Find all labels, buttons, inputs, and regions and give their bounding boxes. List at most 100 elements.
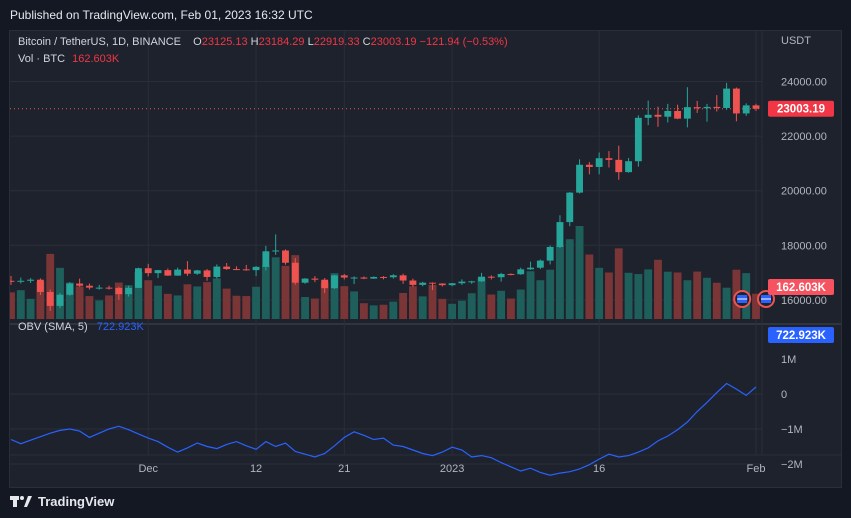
- volume-bar: [438, 298, 447, 319]
- volume-bar: [340, 286, 349, 319]
- chart-frame[interactable]: 24000.00 22000.00 20000.00 18000.00 16000.00…: [9, 30, 842, 488]
- obv-badge-text: 722.923K: [776, 330, 827, 342]
- volume-bar: [173, 295, 182, 319]
- candle-body: [448, 283, 456, 286]
- volume-bar: [252, 286, 260, 319]
- obv-badge-bg: [768, 327, 834, 343]
- candle-body: [115, 287, 123, 295]
- price-badges: 23003.19 162.603K 722.923K: [733, 100, 834, 343]
- chart-canvas[interactable]: 24000.00 22000.00 20000.00 18000.00 16000.00…: [10, 31, 841, 487]
- candle-body: [282, 250, 289, 263]
- volume-bar: [154, 285, 162, 319]
- volume-bar: [399, 292, 408, 319]
- published-text: Published on TradingView.com, Feb 01, 20…: [10, 8, 313, 22]
- candle-body: [125, 287, 133, 295]
- candle-body: [144, 268, 152, 274]
- change-value: −121.94 (−0.53%): [419, 36, 508, 48]
- volume-bar: [105, 295, 113, 319]
- volume-label: Vol · BTC: [18, 53, 66, 65]
- candle-body: [517, 269, 525, 275]
- volume-bar: [605, 272, 613, 319]
- volume-bar: [114, 282, 123, 319]
- volume-bar: [193, 286, 202, 319]
- symbol-legend[interactable]: Bitcoin / TetherUS, 1D, BINANCE O23125.1…: [18, 36, 508, 48]
- volume-bar: [271, 257, 280, 319]
- volume-bar: [703, 277, 711, 319]
- volume-bar: [75, 286, 84, 319]
- candles: [10, 82, 760, 311]
- candle-body: [154, 270, 162, 274]
- volume-bar: [683, 280, 692, 319]
- candle-body: [291, 262, 299, 283]
- volume-bar: [281, 265, 290, 319]
- close-value: 23003.19: [370, 36, 417, 48]
- axes: 24000.00 22000.00 20000.00 18000.00 16000.00…: [138, 35, 826, 475]
- candle-body: [566, 192, 574, 223]
- candle-body: [634, 117, 642, 162]
- open-label: O: [193, 36, 202, 48]
- candle-body: [605, 158, 613, 160]
- volume-legend[interactable]: Vol · BTC 162.603K: [18, 53, 119, 65]
- candle-body: [468, 281, 476, 283]
- tradingview-brand[interactable]: TradingView: [38, 493, 115, 509]
- volume-bar: [712, 282, 721, 319]
- volume-bar: [595, 267, 604, 319]
- volume-bar: [575, 226, 584, 319]
- symbol-name[interactable]: Bitcoin / TetherUS, 1D, BINANCE: [18, 36, 182, 48]
- tradingview-footer[interactable]: TradingView: [10, 491, 114, 511]
- price-tick-label: 24000.00: [781, 77, 827, 89]
- candle-body: [389, 275, 397, 278]
- volume-bar: [359, 303, 368, 319]
- volume-bar: [663, 271, 672, 319]
- candle-body: [203, 270, 211, 277]
- volume-bar: [10, 292, 15, 319]
- obv-tick-label: −1M: [781, 424, 803, 436]
- obv-series-line: [10, 382, 757, 476]
- candle-body: [233, 269, 240, 271]
- volume-bar: [624, 272, 633, 319]
- time-tick-label: 21: [338, 463, 350, 475]
- volume-bar: [693, 271, 702, 319]
- us-flag-icon: [733, 290, 752, 308]
- obv-legend[interactable]: OBV (SMA, 5) 722.923K: [18, 321, 144, 333]
- tradingview-logo-icon: [10, 496, 32, 507]
- obv-tick-label: 1M: [781, 354, 796, 366]
- price-tick-label: 22000.00: [781, 131, 827, 143]
- candle-body: [625, 161, 632, 173]
- volume-bar: [516, 289, 525, 319]
- volume-bar: [752, 293, 760, 319]
- volume-bar: [634, 274, 643, 319]
- volume-bar: [16, 290, 25, 319]
- candle-body: [615, 159, 623, 173]
- volume-bar: [232, 295, 241, 319]
- candle-body: [487, 276, 495, 278]
- candle-body: [527, 267, 534, 270]
- candle-body: [556, 222, 564, 247]
- volume-bar: [350, 291, 359, 319]
- last-price-badge-bg: [768, 100, 834, 117]
- candle-body: [654, 114, 662, 117]
- candle-body: [536, 260, 544, 268]
- obv-tick-label: 0: [781, 389, 787, 401]
- volume-bar: [467, 293, 476, 319]
- volume-bar: [320, 282, 329, 319]
- candle-body: [458, 281, 466, 284]
- candle-body: [321, 279, 329, 289]
- volume-value: 162.603K: [72, 53, 120, 65]
- time-tick-label: Dec: [138, 463, 158, 475]
- candle-body: [478, 276, 485, 282]
- last-price-badge: 23003.19: [768, 100, 834, 117]
- candle-body: [350, 277, 358, 279]
- volume-bar: [418, 296, 427, 319]
- time-tick-label: 2023: [440, 463, 464, 475]
- candle-body: [713, 106, 721, 108]
- candle-body: [135, 268, 142, 288]
- volume-bar: [497, 290, 506, 319]
- volume-bar: [536, 280, 545, 319]
- candle-body: [546, 246, 554, 261]
- candle-body: [311, 278, 319, 280]
- volume-bar: [654, 259, 662, 319]
- volume-bar: [673, 272, 682, 319]
- candle-body: [252, 266, 260, 271]
- volume-bar: [546, 269, 555, 319]
